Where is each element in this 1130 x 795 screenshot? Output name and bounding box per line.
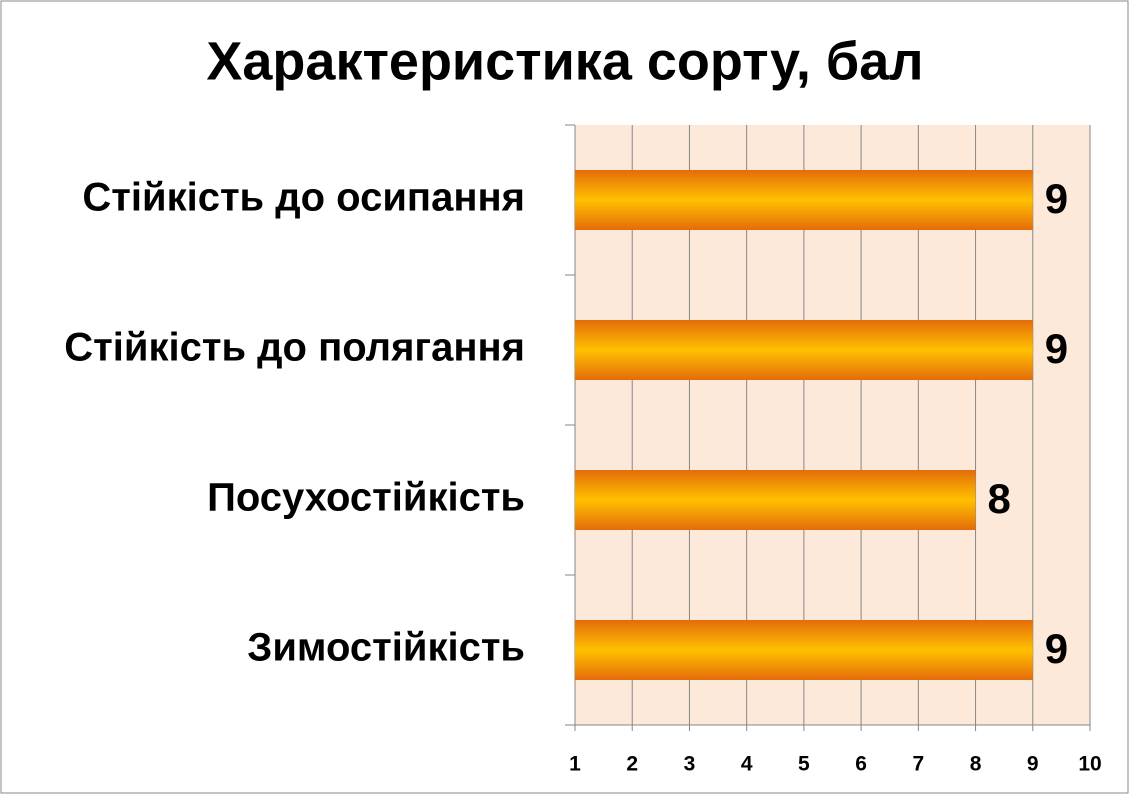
- x-tick-label: 9: [1027, 753, 1039, 776]
- x-tick-label: 10: [1078, 753, 1101, 776]
- x-tick-label: 5: [798, 753, 810, 776]
- x-tick-label: 4: [741, 753, 753, 776]
- bar: [575, 320, 1033, 380]
- y-tick-label: Зимостійкість: [247, 626, 525, 670]
- x-tick-label: 7: [912, 753, 924, 776]
- data-label: 9: [1045, 625, 1068, 672]
- x-tick-label: 6: [855, 753, 867, 776]
- data-label: 8: [988, 475, 1011, 522]
- x-tick-label: 1: [569, 753, 581, 776]
- bar: [575, 620, 1033, 680]
- x-tick-label: 8: [970, 753, 982, 776]
- bar: [575, 170, 1033, 230]
- data-label: 9: [1045, 325, 1068, 372]
- data-label: 9: [1045, 175, 1068, 222]
- y-tick-label: Стійкість до полягання: [64, 326, 525, 370]
- y-tick-label: Стійкість до осипання: [82, 176, 525, 220]
- chart-title: Характеристика сорту, бал: [206, 31, 923, 91]
- x-tick-label: 2: [626, 753, 638, 776]
- bar: [575, 470, 976, 530]
- x-tick-label: 3: [684, 753, 696, 776]
- y-tick-label: Посухостійкість: [207, 476, 525, 520]
